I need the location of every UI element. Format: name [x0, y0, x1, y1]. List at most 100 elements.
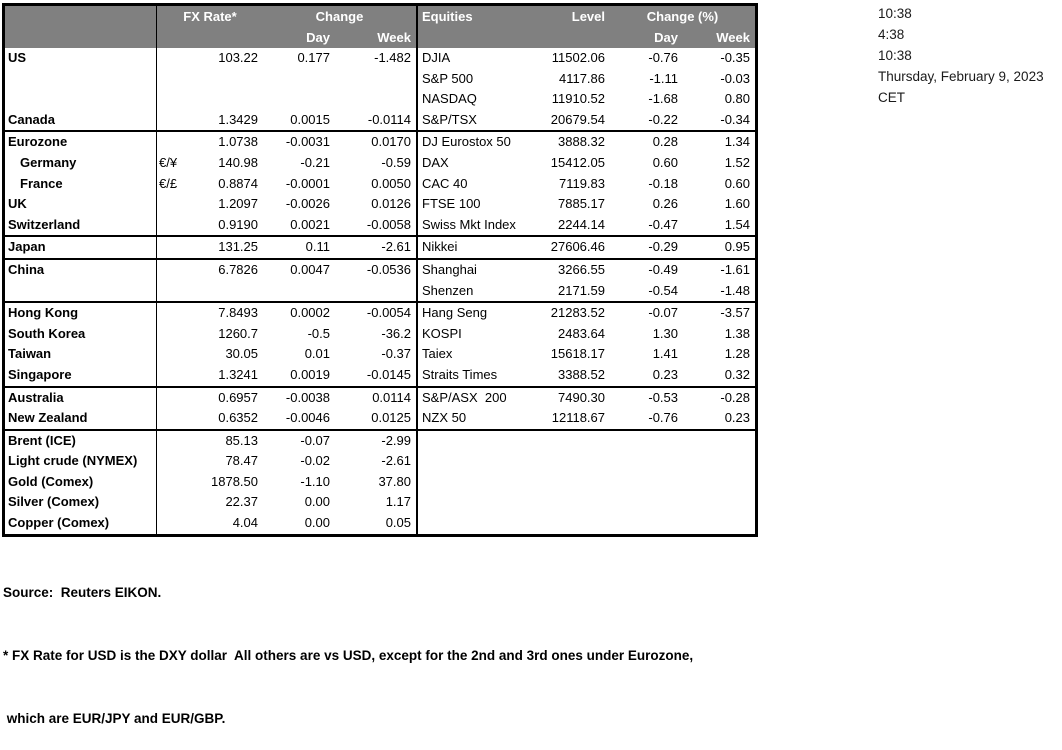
week-change-cell: 0.0050 — [371, 175, 411, 191]
day-change-cell: 0.177 — [297, 50, 330, 65]
fx-table-body: US 103.22 0.177 -1.482 Canada 1.3429 0.0015 -0.… — [5, 48, 416, 534]
fx-rate-cell: 1878.50 — [157, 472, 263, 493]
fx-header-row-2: Day Week — [5, 27, 416, 48]
week-change-cell — [683, 513, 755, 534]
equity-name-cell: NASDAQ — [422, 91, 477, 107]
week-change-cell — [335, 69, 416, 90]
table-row — [5, 68, 416, 90]
equity-name-cell: NZX 50 — [422, 410, 467, 426]
fx-rate-cell: 1.3241 — [157, 365, 263, 386]
level-cell — [542, 451, 610, 472]
day-change-cell — [610, 513, 683, 534]
fx-rate-cell: 1.0738 — [157, 132, 263, 153]
day-change-cell: -0.22 — [648, 111, 678, 127]
fx-rate-value: 1.2097 — [218, 196, 258, 212]
fx-rate-value: 78.47 — [225, 453, 258, 469]
country-cell: South Korea — [5, 323, 157, 345]
country-cell: US — [5, 48, 157, 69]
day-change-cell: 0.28 — [652, 134, 678, 150]
day-change-cell: -0.53 — [648, 389, 678, 405]
fx-rate-value: 30.05 — [225, 346, 258, 362]
level-cell: 15618.17 — [550, 346, 605, 362]
country-cell: Light crude (NYMEX) — [5, 451, 157, 472]
equity-name-cell — [418, 492, 542, 513]
timestamp-line: CET — [878, 90, 905, 105]
equities-week-column-header: Week — [716, 30, 750, 45]
country-cell: Gold (Comex) — [5, 471, 157, 493]
fx-rate-value: 103.22 — [218, 50, 258, 65]
fx-rate-cell: 131.25 — [157, 237, 263, 258]
fx-section: China 6.7826 0.0047 -0.0536 — [5, 259, 416, 304]
table-row: FTSE 100 7885.17 0.26 1.60 — [418, 194, 755, 215]
fx-rate-column-header: FX Rate* — [183, 9, 237, 24]
week-change-cell: 0.23 — [724, 410, 750, 426]
fx-day-column-header: Day — [306, 30, 330, 45]
day-change-cell: 0.0002 — [290, 305, 330, 321]
table-row: Singapore 1.3241 0.0019 -0.0145 — [5, 364, 416, 386]
country-cell: Copper (Comex) — [5, 513, 157, 534]
fx-rate-cell: 1260.7 — [157, 324, 263, 345]
equities-section — [418, 431, 755, 534]
table-row: DAX 15412.05 0.60 1.52 — [418, 153, 755, 174]
timestamp-line: 10:38 — [878, 6, 912, 21]
table-row: Shanghai 3266.55 -0.49 -1.61 — [418, 260, 755, 281]
equities-header-blank-cell — [418, 27, 542, 48]
country-cell: Japan — [5, 237, 157, 258]
day-change-cell: -0.02 — [300, 453, 330, 469]
day-change-cell: -0.47 — [648, 216, 678, 232]
fx-table-header: FX Rate* Change Day Week — [5, 6, 416, 48]
fx-rate-cell: €/¥ 140.98 — [157, 153, 263, 174]
country-cell: Switzerland — [5, 214, 157, 236]
fx-rate-cell: 0.6352 — [157, 408, 263, 429]
day-change-cell: -0.5 — [307, 325, 330, 341]
week-change-cell: 0.0126 — [371, 196, 411, 212]
equities-header-blank-cell — [542, 27, 610, 48]
day-change-cell: -0.54 — [648, 282, 678, 298]
level-cell: 3388.52 — [558, 366, 605, 382]
table-row: Switzerland 0.9190 0.0021 -0.0058 — [5, 214, 416, 236]
fx-rate-value: 131.25 — [218, 239, 258, 255]
equity-name-cell — [418, 431, 542, 452]
table-row: CAC 40 7119.83 -0.18 0.60 — [418, 174, 755, 195]
table-row: S&P 500 4117.86 -1.11 -0.03 — [418, 69, 755, 90]
market-summary-tables: FX Rate* Change Day Week US 103.22 0.177 -1… — [2, 3, 758, 537]
day-change-cell: -0.0038 — [285, 389, 330, 405]
equities-table-body: DJIA 11502.06 -0.76 -0.35 S&P 500 4117.86 -1.1… — [418, 48, 755, 534]
week-change-cell: 0.80 — [724, 91, 750, 107]
fx-rate-value: 0.8874 — [218, 175, 258, 191]
table-row: Taiwan 30.05 0.01 -0.37 — [5, 344, 416, 365]
fx-rate-value: 4.04 — [232, 515, 258, 531]
country-cell — [5, 68, 157, 90]
table-row: Light crude (NYMEX) 78.47 -0.02 -2.61 — [5, 451, 416, 472]
fx-rate-value: 1.3241 — [218, 366, 258, 382]
week-change-cell — [683, 492, 755, 513]
country-cell: Taiwan — [5, 344, 157, 365]
country-cell: Eurozone — [5, 132, 157, 153]
fx-section: Japan 131.25 0.11 -2.61 — [5, 237, 416, 260]
fx-rate-cell: 1.2097 — [157, 194, 263, 215]
day-change-cell: -0.21 — [300, 154, 330, 170]
table-row: France €/£ 0.8874 -0.0001 0.0050 — [5, 173, 416, 195]
equity-name-cell: Shenzen — [422, 282, 474, 298]
level-cell: 21283.52 — [550, 305, 605, 321]
timestamp-line: 4:38 — [878, 27, 905, 42]
equity-name-cell: DJ Eurostox 50 — [422, 134, 511, 150]
day-change-cell: 0.26 — [652, 196, 678, 212]
country-cell — [5, 89, 157, 110]
fx-section: Australia 0.6957 -0.0038 0.0114 New Zealand 0… — [5, 387, 416, 431]
timestamp-line: 10:38 — [878, 48, 912, 63]
week-change-cell: -0.59 — [381, 154, 411, 170]
equities-day-column-header: Day — [654, 30, 678, 45]
table-row: Japan 131.25 0.11 -2.61 — [5, 237, 416, 258]
fx-change-column-header: Change — [315, 9, 364, 24]
equities-section: S&P/ASX 200 7490.30 -0.53 -0.28 NZX 50 12118.… — [418, 388, 755, 431]
equities-header-row-2: Day Week — [418, 27, 755, 48]
week-change-cell — [683, 451, 755, 472]
week-change-cell: -0.0114 — [367, 111, 411, 127]
equities-section: DJIA 11502.06 -0.76 -0.35 S&P 500 4117.86 -1.1… — [418, 48, 755, 133]
table-row: Canada 1.3429 0.0015 -0.0114 — [5, 109, 416, 131]
table-row: Germany €/¥ 140.98 -0.21 -0.59 — [5, 152, 416, 174]
level-cell: 2244.14 — [558, 216, 605, 232]
fx-section: Hong Kong 7.8493 0.0002 -0.0054 South Korea 1… — [5, 303, 416, 388]
table-row: Silver (Comex) 22.37 0.00 1.17 — [5, 492, 416, 514]
